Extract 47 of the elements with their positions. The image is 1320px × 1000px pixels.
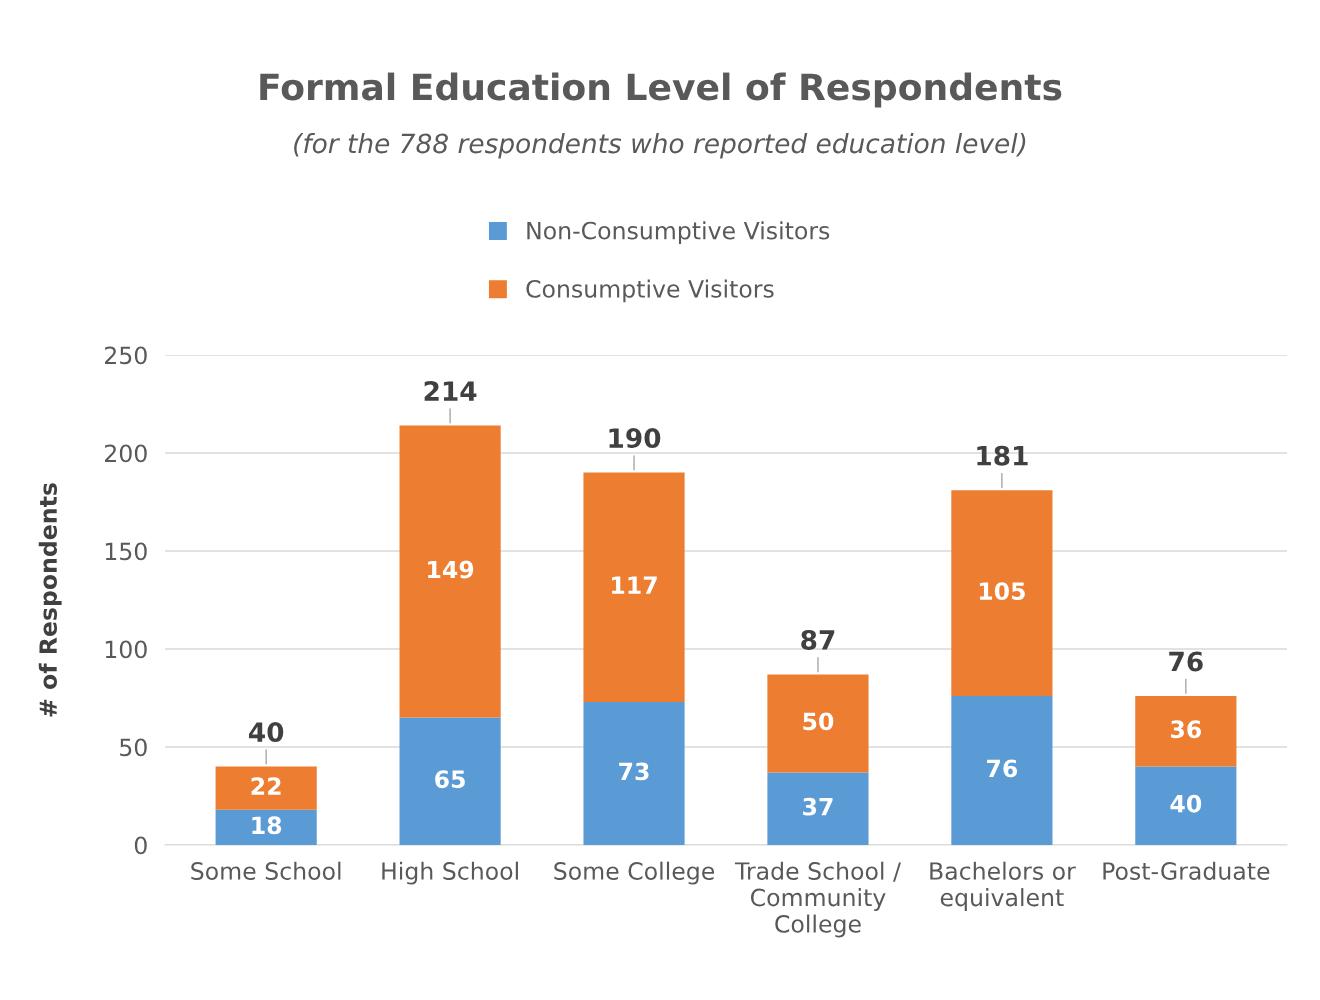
data-label: 22 [251, 777, 281, 795]
data-label: 50 [803, 712, 834, 731]
data-label: 149 [428, 560, 474, 579]
y-tick-label: 50 [120, 738, 147, 757]
total-label: 214 [424, 381, 477, 401]
data-label: 117 [612, 576, 657, 594]
y-tick-label: 100 [105, 640, 147, 659]
bar [215, 766, 317, 810]
bar [1135, 766, 1237, 845]
y-tick-label: 200 [105, 444, 147, 463]
total-label: 190 [609, 428, 661, 449]
bar [1135, 696, 1237, 767]
bar [583, 701, 685, 845]
total-label: 87 [801, 629, 835, 650]
bar [767, 674, 869, 773]
bar [767, 772, 869, 845]
bar [951, 696, 1053, 845]
x-tick-label: High School [382, 861, 518, 885]
bar [583, 472, 685, 702]
x-tick-label: Some College [554, 861, 715, 885]
data-label: 105 [979, 582, 1025, 600]
data-label: 37 [803, 797, 833, 816]
data-label: 73 [619, 762, 649, 781]
y-axis-title: # of Respondents [38, 483, 62, 717]
total-label: 76 [1169, 651, 1203, 672]
y-tick-label: 150 [105, 542, 147, 561]
data-label: 76 [987, 759, 1018, 778]
bar [951, 490, 1053, 697]
x-tick-label: Post-Graduate [1103, 861, 1270, 880]
data-label: 36 [1170, 720, 1201, 739]
data-label: 40 [1170, 794, 1202, 813]
chart-title: Formal Education Level of Respondents [260, 72, 1062, 108]
legend-label: Non-Consumptive Visitors [527, 221, 830, 245]
legend-label: Consumptive Visitors [526, 279, 774, 303]
bar [399, 717, 501, 845]
total-label: 40 [248, 722, 284, 743]
bar [215, 809, 317, 845]
chart-subtitle: (for the 788 respondents who reported education level) [294, 132, 1026, 159]
x-tick-label: Trade School / Community College [734, 861, 901, 938]
data-label: 65 [435, 770, 465, 789]
y-tick-label: 0 [134, 836, 147, 855]
data-label: 18 [252, 816, 282, 835]
total-label: 181 [977, 445, 1028, 466]
bar [399, 425, 501, 718]
x-tick-label: Bachelors or equivalent [930, 861, 1076, 911]
x-tick-label: Some School [191, 861, 341, 880]
y-tick-label: 250 [105, 346, 147, 365]
